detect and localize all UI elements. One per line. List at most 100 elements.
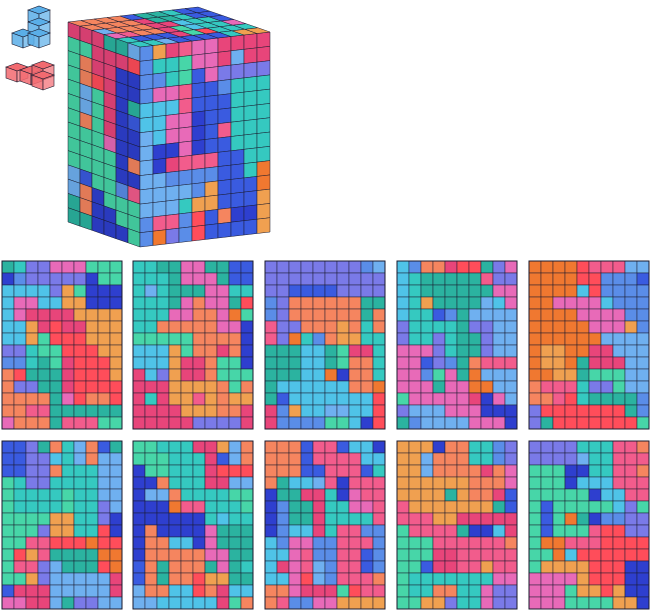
cell xyxy=(480,572,494,586)
cell xyxy=(360,476,374,490)
cell xyxy=(25,464,39,478)
cell xyxy=(444,416,458,430)
cube-cell xyxy=(256,88,271,106)
cell xyxy=(73,488,87,502)
cell xyxy=(276,572,290,586)
cube-cell xyxy=(152,115,167,132)
cell xyxy=(600,404,614,418)
cell xyxy=(492,464,506,478)
cell xyxy=(109,272,123,286)
cell xyxy=(264,404,278,418)
cell xyxy=(444,512,458,526)
cell xyxy=(264,452,278,466)
cell xyxy=(432,356,446,370)
cell xyxy=(396,284,410,298)
cell xyxy=(204,464,218,478)
box-face xyxy=(67,21,141,248)
cell xyxy=(240,536,254,550)
cell xyxy=(276,344,290,358)
cell xyxy=(336,440,350,454)
cell xyxy=(264,308,278,322)
cell xyxy=(216,524,230,538)
cell xyxy=(168,344,182,358)
cell xyxy=(312,452,326,466)
cell xyxy=(588,284,602,298)
cell xyxy=(612,512,626,526)
cell xyxy=(73,320,87,334)
layer-panel xyxy=(528,260,650,430)
cell xyxy=(396,368,410,382)
cell xyxy=(540,548,554,562)
cell xyxy=(480,548,494,562)
cell xyxy=(132,548,146,562)
cell xyxy=(37,524,51,538)
cell xyxy=(360,404,374,418)
cell xyxy=(132,344,146,358)
cell xyxy=(468,272,482,286)
cell xyxy=(588,368,602,382)
cell xyxy=(312,524,326,538)
cell xyxy=(180,524,194,538)
cell xyxy=(61,404,75,418)
cell xyxy=(336,560,350,574)
cell xyxy=(1,512,15,526)
cell xyxy=(228,368,242,382)
cell xyxy=(456,308,470,322)
cell xyxy=(312,548,326,562)
cell xyxy=(480,392,494,406)
cell xyxy=(348,272,362,286)
cell xyxy=(132,452,146,466)
cell xyxy=(432,512,446,526)
cell xyxy=(49,560,63,574)
cell xyxy=(300,440,314,454)
cell xyxy=(85,320,99,334)
cell xyxy=(444,536,458,550)
cube-cell xyxy=(256,188,271,206)
cell xyxy=(180,332,194,346)
cell xyxy=(49,488,63,502)
cube-cell xyxy=(165,113,180,130)
cube-cell xyxy=(191,224,206,242)
cell xyxy=(204,548,218,562)
cell xyxy=(600,416,614,430)
cell xyxy=(144,320,158,334)
cell xyxy=(336,272,350,286)
cell xyxy=(444,368,458,382)
cell xyxy=(540,368,554,382)
cell xyxy=(180,416,194,430)
cell xyxy=(600,572,614,586)
cell xyxy=(288,560,302,574)
cell xyxy=(204,572,218,586)
cell xyxy=(204,344,218,358)
cell xyxy=(49,392,63,406)
cell xyxy=(168,416,182,430)
cube-cell xyxy=(244,27,271,34)
cube-cell xyxy=(204,109,219,126)
cell xyxy=(216,596,230,610)
cell xyxy=(552,512,566,526)
cell xyxy=(552,404,566,418)
cell xyxy=(49,536,63,550)
cell xyxy=(576,332,590,346)
cell xyxy=(348,404,362,418)
cell xyxy=(37,452,51,466)
cell xyxy=(348,332,362,346)
cell xyxy=(300,512,314,526)
cell xyxy=(264,536,278,550)
cell xyxy=(432,452,446,466)
cell xyxy=(109,464,123,478)
cell xyxy=(85,332,99,346)
cell xyxy=(97,404,111,418)
cell xyxy=(600,284,614,298)
cell xyxy=(192,560,206,574)
cell xyxy=(204,440,218,454)
cell xyxy=(13,332,27,346)
cell xyxy=(636,416,650,430)
cell xyxy=(504,476,518,490)
cell xyxy=(360,332,374,346)
cell xyxy=(228,392,242,406)
cell xyxy=(85,416,99,430)
cell xyxy=(576,308,590,322)
cell xyxy=(492,344,506,358)
cell xyxy=(576,404,590,418)
